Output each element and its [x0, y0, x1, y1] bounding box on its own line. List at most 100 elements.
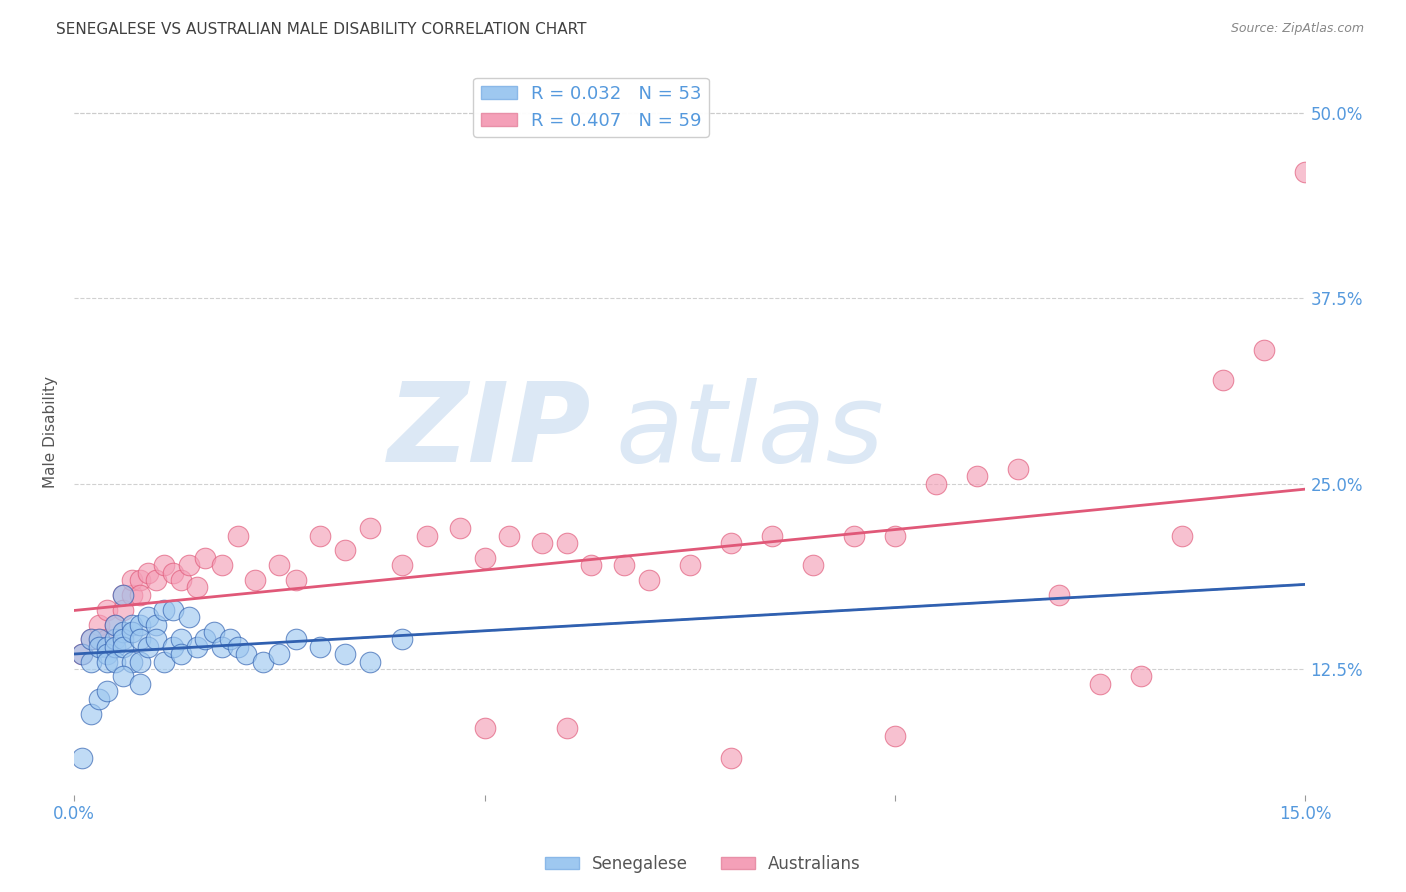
Point: [87, 617, 110, 632]
Point: [252, 655, 274, 669]
Point: [842, 528, 865, 542]
Point: [581, 558, 603, 573]
Point: [177, 610, 200, 624]
Point: [72, 647, 94, 661]
Point: [104, 632, 127, 647]
Point: [128, 588, 150, 602]
Point: [269, 647, 291, 661]
Point: [145, 632, 167, 647]
Point: [112, 624, 135, 639]
Point: [333, 647, 356, 661]
Point: [761, 528, 783, 542]
Point: [966, 469, 988, 483]
Point: [202, 624, 225, 639]
Point: [333, 543, 356, 558]
Point: [474, 722, 496, 736]
Point: [104, 655, 127, 669]
Point: [498, 528, 520, 542]
Point: [162, 640, 184, 654]
Point: [186, 581, 208, 595]
Point: [136, 566, 159, 580]
Point: [121, 588, 143, 602]
Point: [96, 655, 118, 669]
Point: [79, 706, 101, 721]
Point: [1047, 588, 1070, 602]
Point: [79, 655, 101, 669]
Point: [136, 640, 159, 654]
Point: [243, 573, 266, 587]
Point: [170, 632, 193, 647]
Point: [359, 655, 381, 669]
Point: [884, 528, 907, 542]
Point: [613, 558, 636, 573]
Point: [128, 632, 150, 647]
Point: [186, 640, 208, 654]
Point: [112, 640, 135, 654]
Point: [128, 617, 150, 632]
Point: [1212, 373, 1234, 387]
Point: [162, 566, 184, 580]
Legend: Senegalese, Australians: Senegalese, Australians: [538, 848, 868, 880]
Point: [170, 647, 193, 661]
Text: ZIP: ZIP: [388, 378, 592, 485]
Point: [87, 640, 110, 654]
Point: [219, 632, 242, 647]
Point: [121, 617, 143, 632]
Point: [145, 617, 167, 632]
Point: [112, 669, 135, 683]
Y-axis label: Male Disability: Male Disability: [44, 376, 58, 488]
Point: [72, 647, 94, 661]
Point: [96, 632, 118, 647]
Point: [79, 632, 101, 647]
Point: [269, 558, 291, 573]
Point: [112, 603, 135, 617]
Point: [153, 603, 176, 617]
Point: [112, 632, 135, 647]
Point: [1130, 669, 1153, 683]
Point: [391, 632, 413, 647]
Point: [112, 588, 135, 602]
Point: [391, 558, 413, 573]
Point: [153, 655, 176, 669]
Point: [104, 617, 127, 632]
Text: SENEGALESE VS AUSTRALIAN MALE DISABILITY CORRELATION CHART: SENEGALESE VS AUSTRALIAN MALE DISABILITY…: [56, 22, 586, 37]
Point: [1253, 343, 1275, 358]
Point: [170, 573, 193, 587]
Point: [121, 655, 143, 669]
Point: [128, 573, 150, 587]
Point: [309, 640, 332, 654]
Point: [87, 691, 110, 706]
Point: [1294, 165, 1316, 179]
Point: [1171, 528, 1194, 542]
Point: [884, 729, 907, 743]
Point: [679, 558, 702, 573]
Point: [153, 558, 176, 573]
Text: Source: ZipAtlas.com: Source: ZipAtlas.com: [1230, 22, 1364, 36]
Point: [162, 603, 184, 617]
Point: [96, 647, 118, 661]
Point: [637, 573, 659, 587]
Point: [121, 573, 143, 587]
Point: [1007, 462, 1029, 476]
Point: [801, 558, 824, 573]
Point: [194, 550, 217, 565]
Point: [359, 521, 381, 535]
Point: [194, 632, 217, 647]
Point: [309, 528, 332, 542]
Point: [211, 558, 233, 573]
Point: [530, 536, 553, 550]
Point: [128, 677, 150, 691]
Point: [284, 632, 307, 647]
Point: [416, 528, 439, 542]
Text: atlas: atlas: [616, 378, 884, 485]
Point: [555, 722, 578, 736]
Point: [96, 603, 118, 617]
Point: [121, 624, 143, 639]
Point: [284, 573, 307, 587]
Point: [474, 550, 496, 565]
Point: [720, 751, 742, 765]
Point: [1088, 677, 1111, 691]
Point: [87, 632, 110, 647]
Legend: R = 0.032   N = 53, R = 0.407   N = 59: R = 0.032 N = 53, R = 0.407 N = 59: [474, 78, 709, 137]
Point: [211, 640, 233, 654]
